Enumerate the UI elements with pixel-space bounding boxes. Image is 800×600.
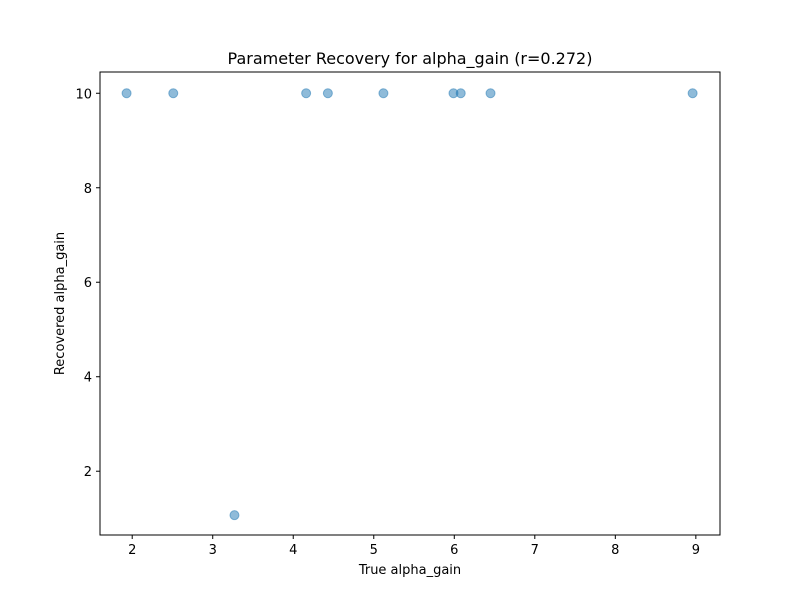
y-tick-label: 8	[84, 182, 92, 197]
y-tick-label: 6	[84, 276, 92, 291]
y-axis-ticks: 2 4 6 8 10	[75, 87, 100, 480]
data-point	[687, 88, 698, 99]
x-tick-label: 7	[531, 543, 539, 558]
data-point	[485, 88, 496, 99]
x-tick-label: 4	[289, 543, 297, 558]
x-tick-label: 2	[128, 543, 136, 558]
y-axis-label: Recovered alpha_gain	[53, 232, 68, 375]
data-point	[229, 510, 240, 521]
x-axis-label: True alpha_gain	[358, 563, 461, 578]
data-point	[301, 88, 312, 99]
y-tick-label: 10	[75, 87, 92, 102]
data-points	[121, 88, 698, 521]
x-axis-ticks: 2 3 4 5 6 7 8 9	[128, 535, 700, 558]
data-point	[378, 88, 389, 99]
chart-title: Parameter Recovery for alpha_gain (r=0.2…	[228, 49, 593, 69]
plot-frame	[99, 71, 721, 536]
y-tick-label: 4	[84, 371, 92, 386]
x-tick-label: 5	[370, 543, 378, 558]
x-tick-label: 3	[209, 543, 217, 558]
data-point	[121, 88, 132, 99]
x-tick-label: 8	[611, 543, 619, 558]
plot-area: 2 3 4 5 6 7 8 9 2 4 6 8 10	[75, 71, 721, 558]
data-point	[168, 88, 179, 99]
x-tick-label: 6	[450, 543, 458, 558]
y-tick-label: 2	[84, 465, 92, 480]
x-tick-label: 9	[692, 543, 700, 558]
data-point	[322, 88, 333, 99]
data-point	[455, 88, 466, 99]
